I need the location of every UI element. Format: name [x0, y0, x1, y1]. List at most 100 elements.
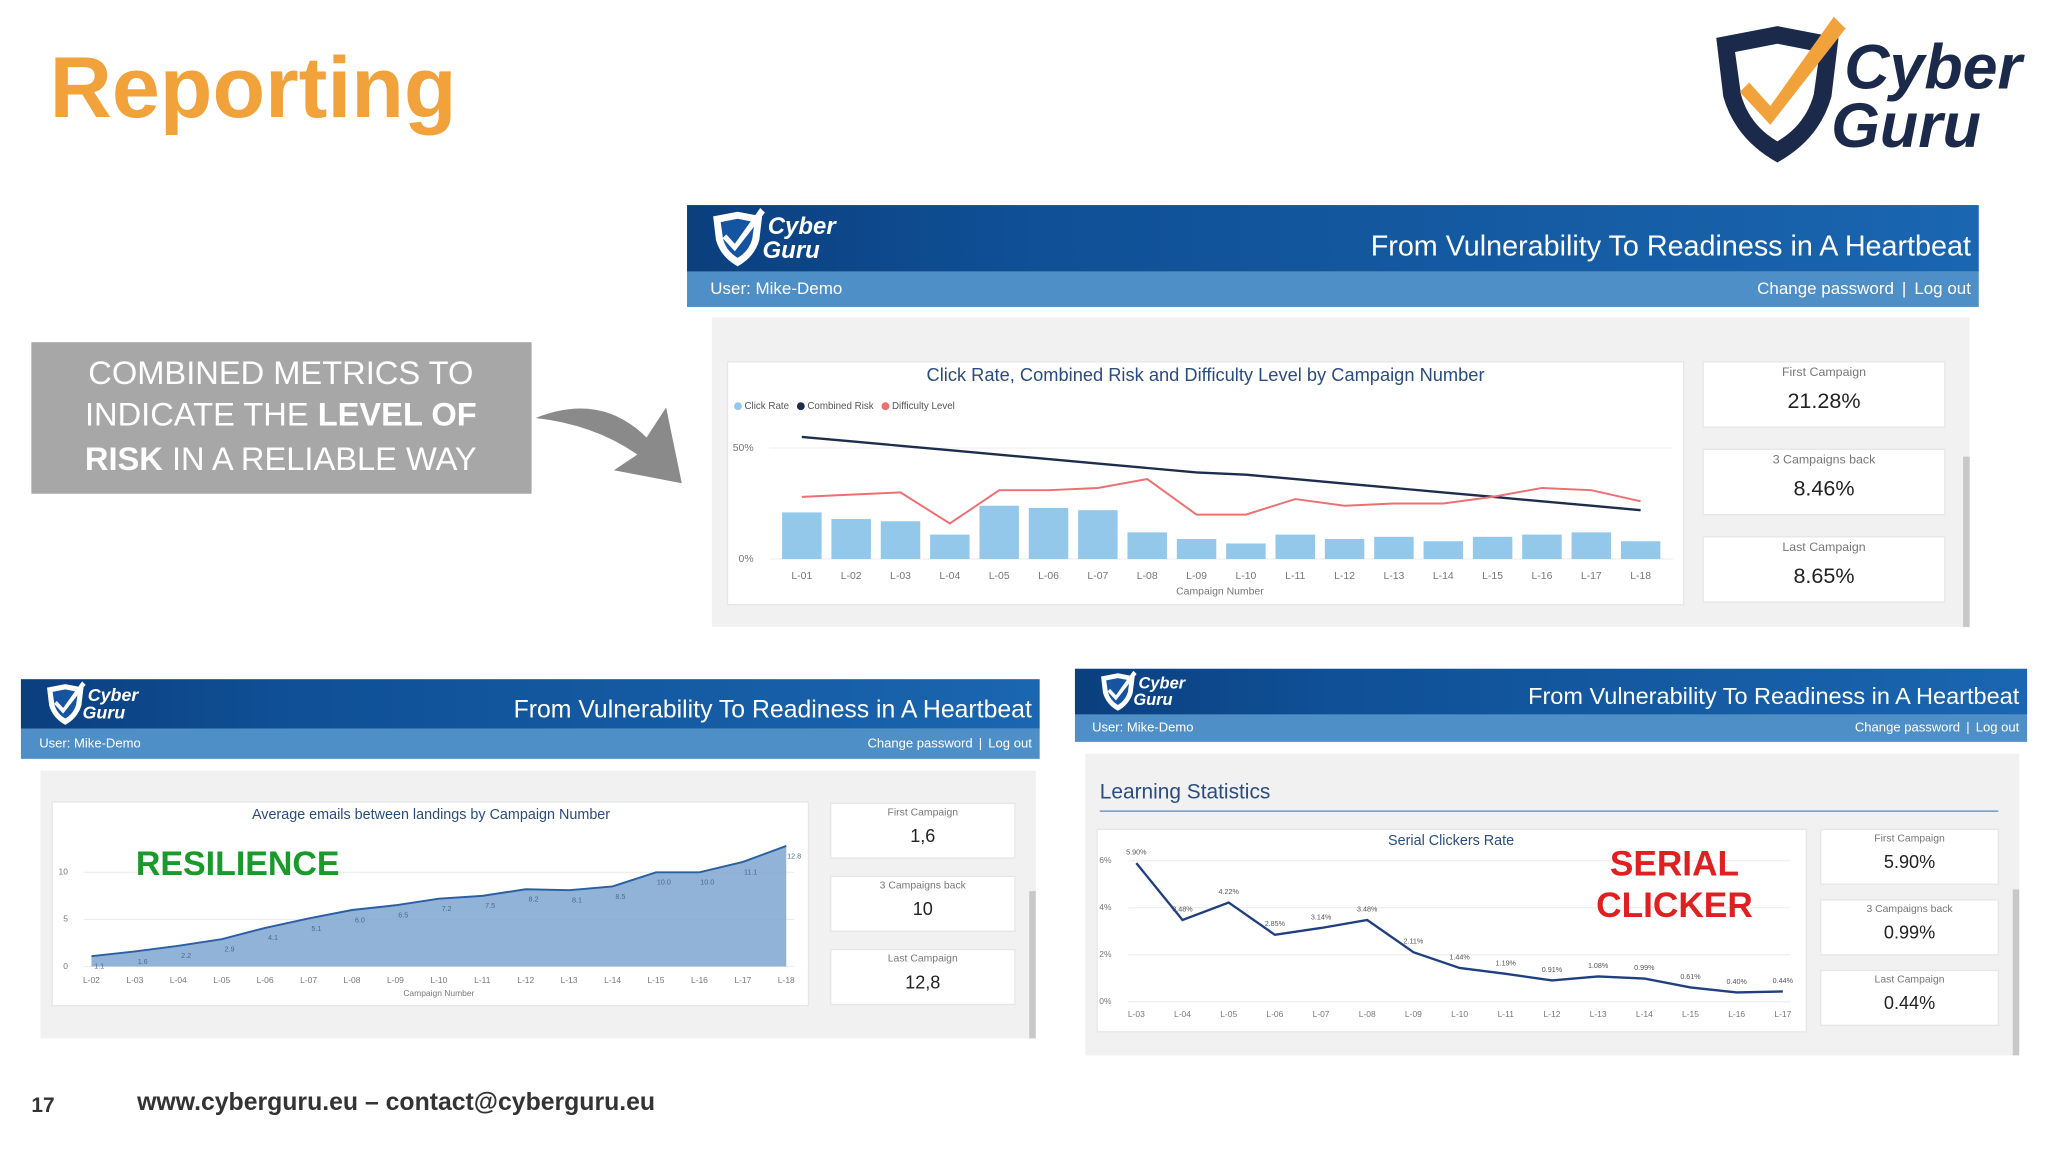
kpi-label: Last Campaign	[888, 954, 958, 965]
y-tick-label: 0%	[1099, 996, 1112, 1006]
x-tick-label: L-13	[561, 975, 578, 985]
kpi-card	[1820, 899, 2000, 956]
footer-contact: www.cyberguru.eu – contact@cyberguru.eu	[136, 1089, 655, 1116]
data-label: 1.44%	[1449, 953, 1470, 961]
x-tick-label: L-03	[890, 571, 911, 582]
x-tick-label: L-12	[517, 975, 534, 985]
bar	[1620, 541, 1661, 560]
data-label: 6.5	[398, 912, 408, 920]
logo-text: Guru	[763, 237, 821, 264]
data-label: 5.90%	[1126, 849, 1147, 857]
shield-check	[1107, 670, 1137, 701]
bar	[831, 519, 871, 560]
logo-shield	[713, 207, 765, 267]
log-out-link[interactable]: Log out	[1914, 279, 1971, 298]
shield-check	[1739, 16, 1846, 125]
chart-card	[726, 361, 1685, 606]
x-tick-label: L-11	[1285, 571, 1305, 582]
x-tick-label: L-13	[1383, 571, 1404, 582]
change-password-link[interactable]: Change password	[1757, 279, 1894, 298]
data-label: 2.11%	[1404, 938, 1424, 946]
data-label: 7.2	[442, 905, 452, 913]
arrow	[535, 407, 682, 484]
x-tick-label: L-06	[1266, 1009, 1283, 1019]
kpi-card	[830, 948, 1016, 1006]
kpi-card	[830, 875, 1016, 932]
data-label: 1.08%	[1588, 962, 1609, 970]
callout-box	[31, 342, 532, 494]
kpi-label: Last Campaign	[1875, 975, 1945, 986]
dashboard-userbar	[687, 271, 1979, 307]
x-tick-label: L-10	[430, 975, 447, 985]
bar	[1472, 536, 1513, 560]
x-tick-label: L-17	[1774, 1009, 1791, 1019]
data-label: 2.9	[225, 946, 235, 954]
x-tick-label: L-16	[1728, 1009, 1745, 1019]
change-password-link[interactable]: Change password	[1855, 720, 1960, 735]
x-tick-label: L-13	[1590, 1009, 1607, 1019]
kpi-label: 3 Campaigns back	[1866, 904, 1953, 915]
change-password-link[interactable]: Change password	[867, 735, 972, 750]
kpi-card	[1702, 536, 1946, 603]
y-tick-label: 0	[63, 961, 68, 971]
chart-card	[1096, 828, 1808, 1033]
x-tick-label: L-03	[1128, 1009, 1145, 1019]
tagline: From Vulnerability To Readiness in A Hea…	[1371, 230, 1971, 262]
kpi-label: First Campaign	[1782, 365, 1866, 379]
x-tick-label: L-14	[604, 975, 621, 985]
dashboard-userbar	[20, 728, 1040, 759]
x-tick-label: L-04	[170, 975, 187, 985]
callout-text: IN A RELIABLE WAY	[163, 440, 477, 477]
shield-check	[54, 681, 86, 714]
callout-emphasis: RISK	[85, 440, 163, 477]
data-label: 3.48%	[1357, 905, 1378, 913]
y-tick-label: 5	[63, 914, 68, 924]
x-tick-label: L-14	[1433, 571, 1454, 582]
scrollbar	[2012, 889, 2020, 1056]
kpi-label: 3 Campaigns back	[1773, 453, 1876, 467]
bar	[782, 512, 822, 560]
legend-label: Combined Risk	[807, 401, 873, 412]
data-label: 12.8	[787, 852, 801, 860]
line	[1135, 862, 1783, 994]
x-tick-label: L-09	[1186, 571, 1207, 582]
bar	[1078, 510, 1118, 560]
x-tick-label: L-08	[344, 975, 361, 985]
bar	[1324, 539, 1365, 560]
x-tick-label: L-09	[1405, 1009, 1422, 1019]
bar	[880, 521, 921, 560]
y-tick-label: 4%	[1099, 902, 1112, 912]
chart-title: Click Rate, Combined Risk and Difficulty…	[927, 364, 1485, 385]
logo-shield	[1101, 670, 1137, 711]
data-label: 10.0	[657, 879, 671, 887]
dashboard-header	[687, 205, 1979, 272]
data-label: 2.2	[181, 952, 191, 960]
x-tick-label: L-04	[939, 571, 960, 582]
data-label: 1.19%	[1496, 959, 1517, 967]
x-tick-label: L-07	[1087, 571, 1108, 582]
data-label: 3.14%	[1311, 913, 1332, 921]
legend-label: Click Rate	[744, 401, 789, 412]
x-tick-label: L-02	[841, 571, 862, 582]
kpi-label: First Campaign	[887, 807, 958, 818]
logo-text: Guru	[1831, 91, 1981, 161]
log-out-link[interactable]: Log out	[1976, 720, 2020, 735]
y-tick-label: 6%	[1099, 855, 1112, 865]
data-label: 8.5	[615, 893, 625, 901]
legend-swatch	[881, 402, 890, 411]
logo-shield	[47, 681, 86, 725]
kpi-card	[830, 802, 1016, 859]
log-out-link[interactable]: Log out	[988, 735, 1032, 750]
data-label: 10.0	[700, 879, 714, 887]
callout-emphasis: LEVEL OF	[318, 395, 477, 432]
kpi-card	[1702, 361, 1946, 428]
kpi-label: First Campaign	[1874, 833, 1945, 844]
data-label: 0.99%	[1634, 964, 1655, 972]
logo-text: Guru	[1133, 691, 1172, 709]
kpi-value: 1,6	[910, 826, 935, 846]
data-label: 5.1	[311, 925, 321, 933]
data-label: 1.6	[138, 958, 148, 966]
x-tick-label: L-05	[989, 571, 1010, 582]
bar	[1226, 543, 1266, 560]
